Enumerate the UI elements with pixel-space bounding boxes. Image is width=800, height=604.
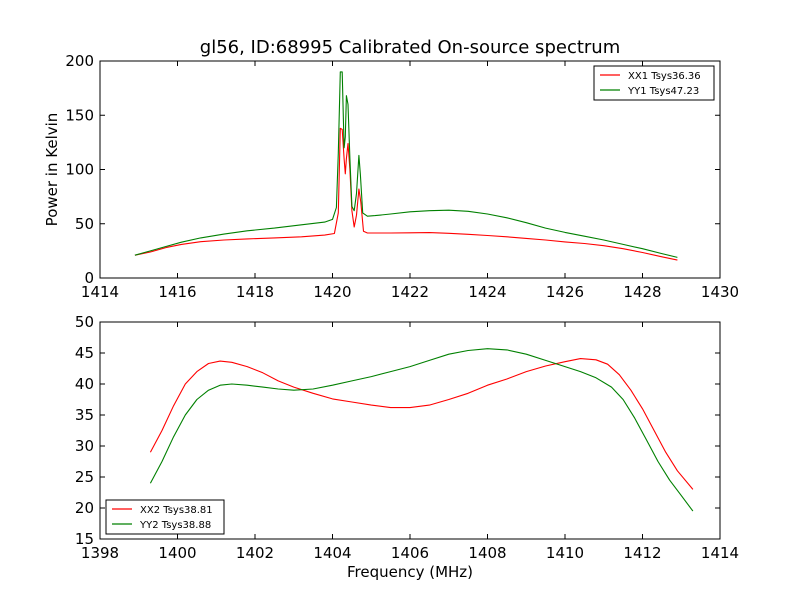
y-tick-label: 40 bbox=[75, 375, 94, 393]
legend-label-2: YY1 Tsys47.23 bbox=[627, 86, 699, 97]
y-tick-label: 30 bbox=[75, 437, 94, 455]
chart-title: gl56, ID:68995 Calibrated On-source spec… bbox=[200, 37, 620, 58]
x-tick-label: 1420 bbox=[313, 283, 351, 301]
legend-box bbox=[593, 65, 715, 101]
x-tick-label: 1408 bbox=[468, 544, 506, 562]
series-line-1 bbox=[149, 358, 694, 490]
y-tick-label: 200 bbox=[65, 52, 94, 70]
x-tick-label: 1406 bbox=[391, 544, 429, 562]
y-axis-label: Power in Kelvin bbox=[43, 113, 61, 227]
y-tick-label: 100 bbox=[65, 161, 94, 179]
y-tick-label: 20 bbox=[75, 499, 94, 517]
y-tick-label: 0 bbox=[84, 269, 94, 287]
top-panel: 1414 1416 1418 1420 1422 1424 1426 1428 1430 0 50 1… bbox=[43, 52, 739, 301]
y-tick-label: 50 bbox=[75, 215, 94, 233]
x-tick-label: 1430 bbox=[701, 283, 739, 301]
x-tick-label: 1418 bbox=[236, 283, 274, 301]
x-tick-label: 1428 bbox=[623, 283, 661, 301]
x-tick-label: 1404 bbox=[313, 544, 351, 562]
y-tick-label: 25 bbox=[75, 468, 94, 486]
x-tick-label: 1414 bbox=[81, 283, 119, 301]
x-tick-label: 1416 bbox=[158, 283, 196, 301]
x-tick-label: 1402 bbox=[236, 544, 274, 562]
y-tick-label: 150 bbox=[65, 106, 94, 124]
series-line-1 bbox=[134, 127, 678, 261]
bottom-panel: 1398 1400 1402 1404 1406 1408 1410 1412 1414 15 20… bbox=[75, 313, 739, 581]
x-tick-label: 1400 bbox=[158, 544, 196, 562]
legend-box bbox=[105, 499, 225, 535]
x-tick-label: 1398 bbox=[81, 544, 119, 562]
x-tick-label: 1422 bbox=[391, 283, 429, 301]
legend-label-1: XX1 Tsys36.36 bbox=[628, 71, 701, 82]
x-tick-label: 1412 bbox=[623, 544, 661, 562]
y-tick-label: 50 bbox=[75, 313, 94, 331]
y-tick-label: 15 bbox=[75, 530, 94, 548]
legend-label-2: YY2 Tsys38.88 bbox=[139, 520, 211, 531]
x-tick-label: 1424 bbox=[468, 283, 506, 301]
legend: XX2 Tsys38.81 YY2 Tsys38.88 bbox=[105, 499, 225, 535]
x-tick-label: 1414 bbox=[701, 544, 739, 562]
x-tick-label: 1410 bbox=[546, 544, 584, 562]
x-tick-label: 1426 bbox=[546, 283, 584, 301]
legend: XX1 Tsys36.36 YY1 Tsys47.23 bbox=[593, 65, 715, 101]
legend-label-1: XX2 Tsys38.81 bbox=[140, 505, 213, 516]
y-tick-label: 45 bbox=[75, 344, 94, 362]
series-line-2 bbox=[134, 71, 678, 258]
x-axis-label: Frequency (MHz) bbox=[347, 563, 473, 581]
series-line-2 bbox=[149, 348, 694, 512]
y-tick-label: 35 bbox=[75, 406, 94, 424]
